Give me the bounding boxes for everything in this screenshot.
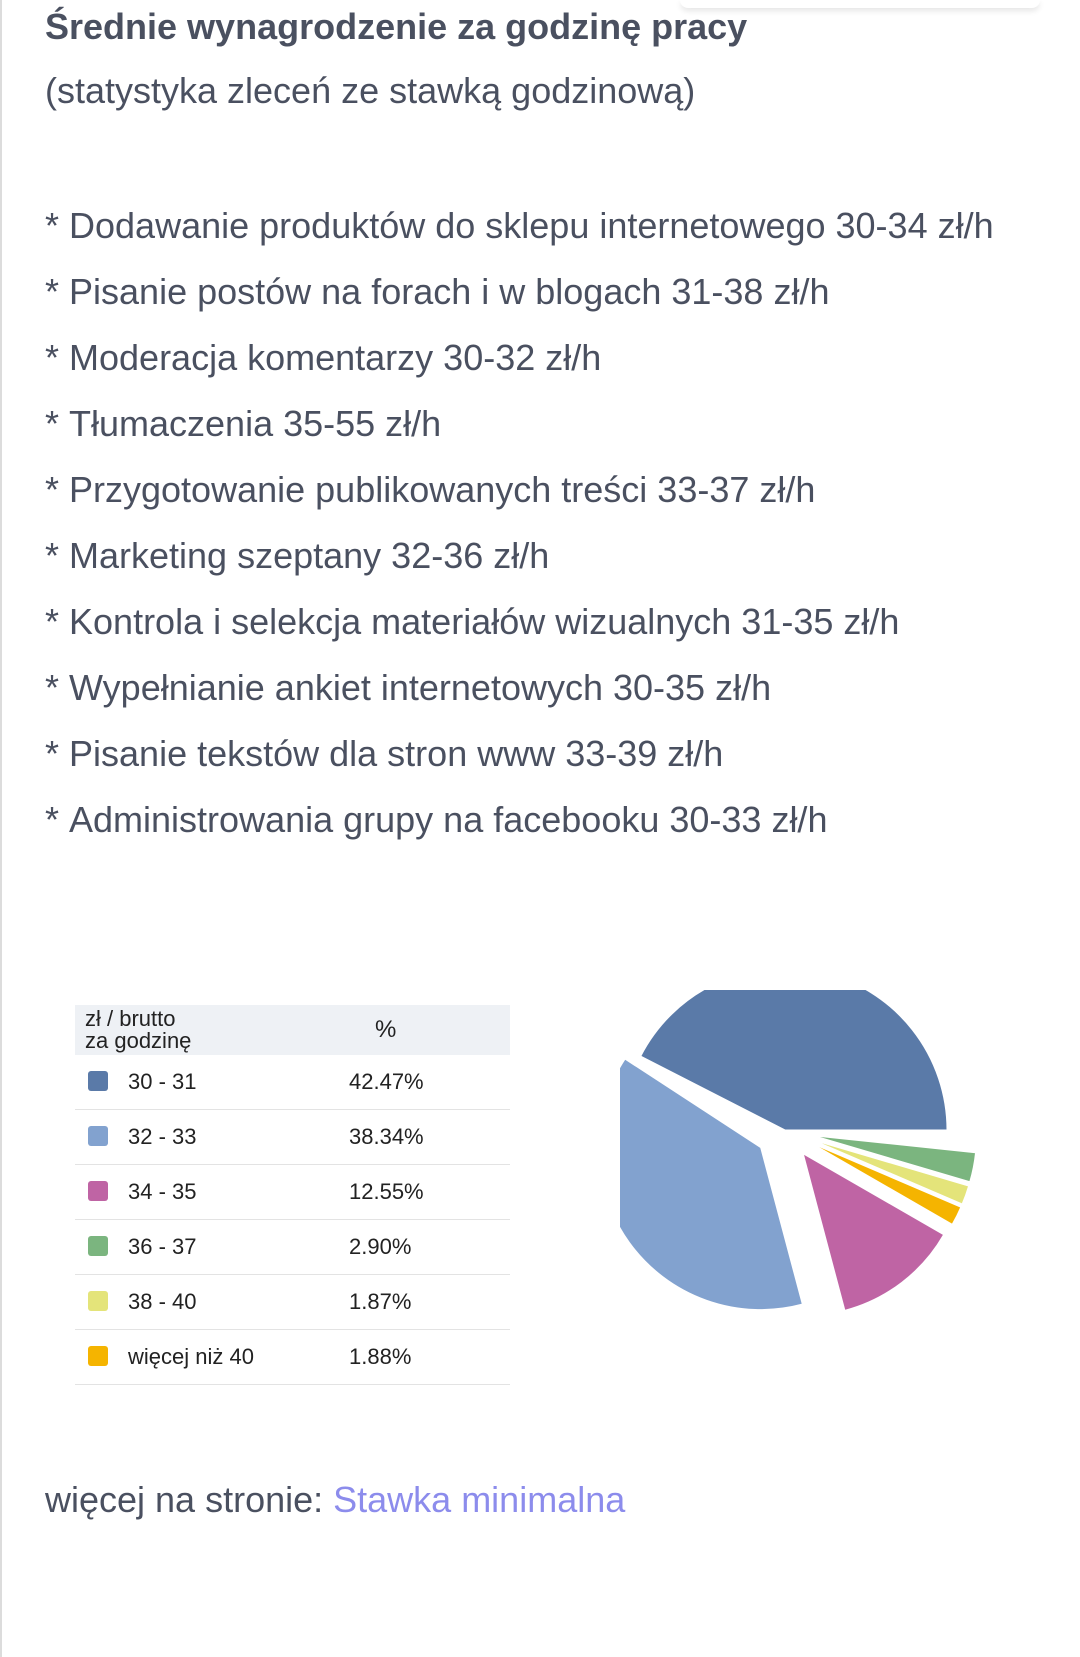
legend-row: 38 - 40 1.87%: [75, 1274, 510, 1330]
legend-percent: 1.88%: [349, 1329, 510, 1385]
rate-text: Wypełnianie ankiet internetowych 30-35 z…: [69, 667, 772, 708]
article-subtitle: (statystyka zleceń ze stawką godzinową): [45, 70, 696, 111]
bullet-star: *: [45, 403, 60, 444]
legend-swatch: [88, 1070, 108, 1091]
minimum-wage-link[interactable]: Stawka minimalna: [333, 1479, 626, 1520]
rate-text: Pisanie tekstów dla stron www 33-39 zł/h: [69, 733, 724, 774]
pie-slice-34-35: [802, 1152, 945, 1311]
legend-percent: 42.47%: [349, 1055, 510, 1110]
rate-text: Administrowania grupy na facebooku 30-33…: [69, 799, 828, 840]
hourly-rates-list: * Dodawanie produktów do sklepu interneto…: [45, 193, 1045, 853]
legend-row: więcej niż 40 1.88%: [75, 1329, 510, 1385]
legend-swatch: [88, 1345, 108, 1366]
rate-item: * Pisanie tekstów dla stron www 33-39 zł/…: [45, 721, 1045, 787]
legend-header-percent: %: [375, 1016, 397, 1043]
rate-item: * Kontrola i selekcja materiałów wizualny…: [45, 589, 1045, 655]
bullet-star: *: [45, 667, 60, 708]
legend-range: więcej niż 40: [128, 1344, 254, 1370]
legend-swatch: [88, 1235, 108, 1256]
bullet-star: *: [45, 337, 60, 378]
rate-item: * Tłumaczenia 35-55 zł/h: [45, 391, 1045, 457]
rate-distribution-pie-chart: [620, 990, 977, 1311]
legend-header: zł / brutto za godzinę %: [75, 1005, 510, 1055]
legend-header-range-line2: za godzinę: [85, 1028, 192, 1053]
legend-percent: 12.55%: [349, 1164, 510, 1220]
more-info-prefix: więcej na stronie:: [45, 1479, 334, 1520]
rate-item: * Dodawanie produktów do sklepu interneto…: [45, 193, 1045, 259]
top-overlay-shadow: [680, 0, 1040, 8]
bullet-star: *: [45, 205, 60, 246]
rate-text: Marketing szeptany 32-36 zł/h: [69, 535, 550, 576]
legend-percent: 38.34%: [349, 1109, 510, 1165]
rate-item: * Pisanie postów na forach i w blogach 31…: [45, 259, 1045, 325]
legend-row: 30 - 31 42.47%: [75, 1055, 510, 1110]
legend-header-range: zł / brutto za godzinę: [75, 1005, 349, 1055]
pie-slice-38-40: [813, 1139, 970, 1205]
rate-item: * Administrowania grupy na facebooku 30-3…: [45, 787, 1045, 853]
bullet-star: *: [45, 601, 60, 642]
bullet-star: *: [45, 799, 60, 840]
rate-text: Tłumaczenia 35-55 zł/h: [69, 403, 442, 444]
legend-range: 38 - 40: [128, 1289, 197, 1315]
pie-slice-30-31: [640, 990, 948, 1131]
rate-text: Moderacja komentarzy 30-32 zł/h: [69, 337, 602, 378]
rate-distribution-legend: zł / brutto za godzinę % 30 - 31 42.47% …: [75, 1005, 510, 1385]
legend-swatch: [88, 1290, 108, 1311]
rate-text: Dodawanie produktów do sklepu internetow…: [69, 205, 994, 246]
legend-swatch: [88, 1180, 108, 1201]
legend-row: 34 - 35 12.55%: [75, 1164, 510, 1220]
legend-range: 34 - 35: [128, 1179, 197, 1205]
rate-text: Pisanie postów na forach i w blogach 31-…: [69, 271, 830, 312]
rate-item: * Marketing szeptany 32-36 zł/h: [45, 523, 1045, 589]
pie-slice-32-33: [620, 1058, 803, 1311]
legend-range: 36 - 37: [128, 1234, 197, 1260]
legend-header-range-line1: zł / brutto: [85, 1006, 176, 1031]
bullet-star: *: [45, 535, 60, 576]
bullet-star: *: [45, 733, 60, 774]
pie-slice-36-37: [814, 1135, 977, 1183]
legend-range: 32 - 33: [128, 1124, 197, 1150]
legend-percent: 1.87%: [349, 1274, 510, 1330]
legend-row: 36 - 37 2.90%: [75, 1219, 510, 1275]
page-left-edge: [0, 0, 2, 1657]
article-title: Średnie wynagrodzenie za godzinę pracy: [45, 6, 748, 47]
more-info-line: więcej na stronie: Stawka minimalna: [45, 1475, 625, 1525]
legend-range: 30 - 31: [128, 1069, 197, 1095]
legend-swatch: [88, 1125, 108, 1146]
rate-text: Przygotowanie publikowanych treści 33-37…: [69, 469, 816, 510]
legend-percent: 2.90%: [349, 1219, 510, 1275]
rate-item: * Wypełnianie ankiet internetowych 30-35 …: [45, 655, 1045, 721]
rate-item: * Moderacja komentarzy 30-32 zł/h: [45, 325, 1045, 391]
pie-slice-wicejni40: [811, 1142, 962, 1225]
rate-text: Kontrola i selekcja materiałów wizualnyc…: [69, 601, 900, 642]
legend-row: 32 - 33 38.34%: [75, 1109, 510, 1165]
bullet-star: *: [45, 271, 60, 312]
bullet-star: *: [45, 469, 60, 510]
rate-item: * Przygotowanie publikowanych treści 33-3…: [45, 457, 1045, 523]
